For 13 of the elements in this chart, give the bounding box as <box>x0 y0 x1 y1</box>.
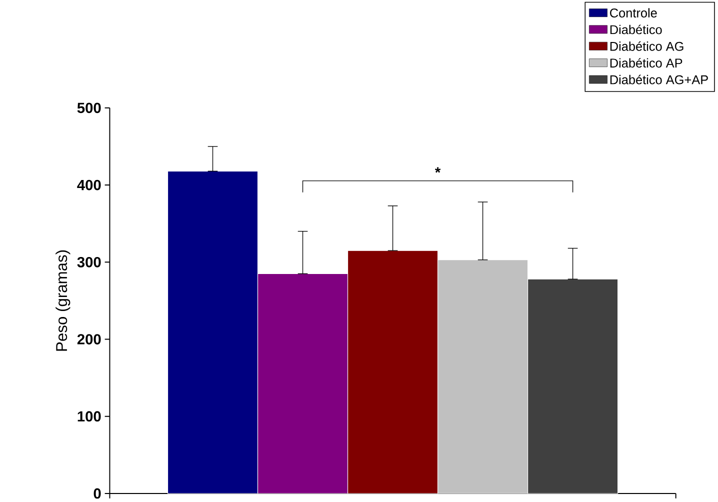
legend-label: Diabético AP <box>610 58 682 68</box>
y-tick-label: 500 <box>77 102 101 113</box>
legend-label: Diabético AG <box>610 41 684 51</box>
y-tick-label: 0 <box>94 488 101 499</box>
legend-label: Diabético AG+AP <box>610 74 708 84</box>
y-axis-title: Peso (gramas) <box>56 250 70 351</box>
y-tick-label: 400 <box>77 180 101 190</box>
legend-label: Controle <box>610 8 657 18</box>
legend-label: Diabético <box>610 24 662 34</box>
y-tick-label: 100 <box>78 411 101 422</box>
y-tick-label: 200 <box>77 334 101 344</box>
annotation: * <box>434 167 441 173</box>
y-tick-label: 300 <box>77 256 101 268</box>
